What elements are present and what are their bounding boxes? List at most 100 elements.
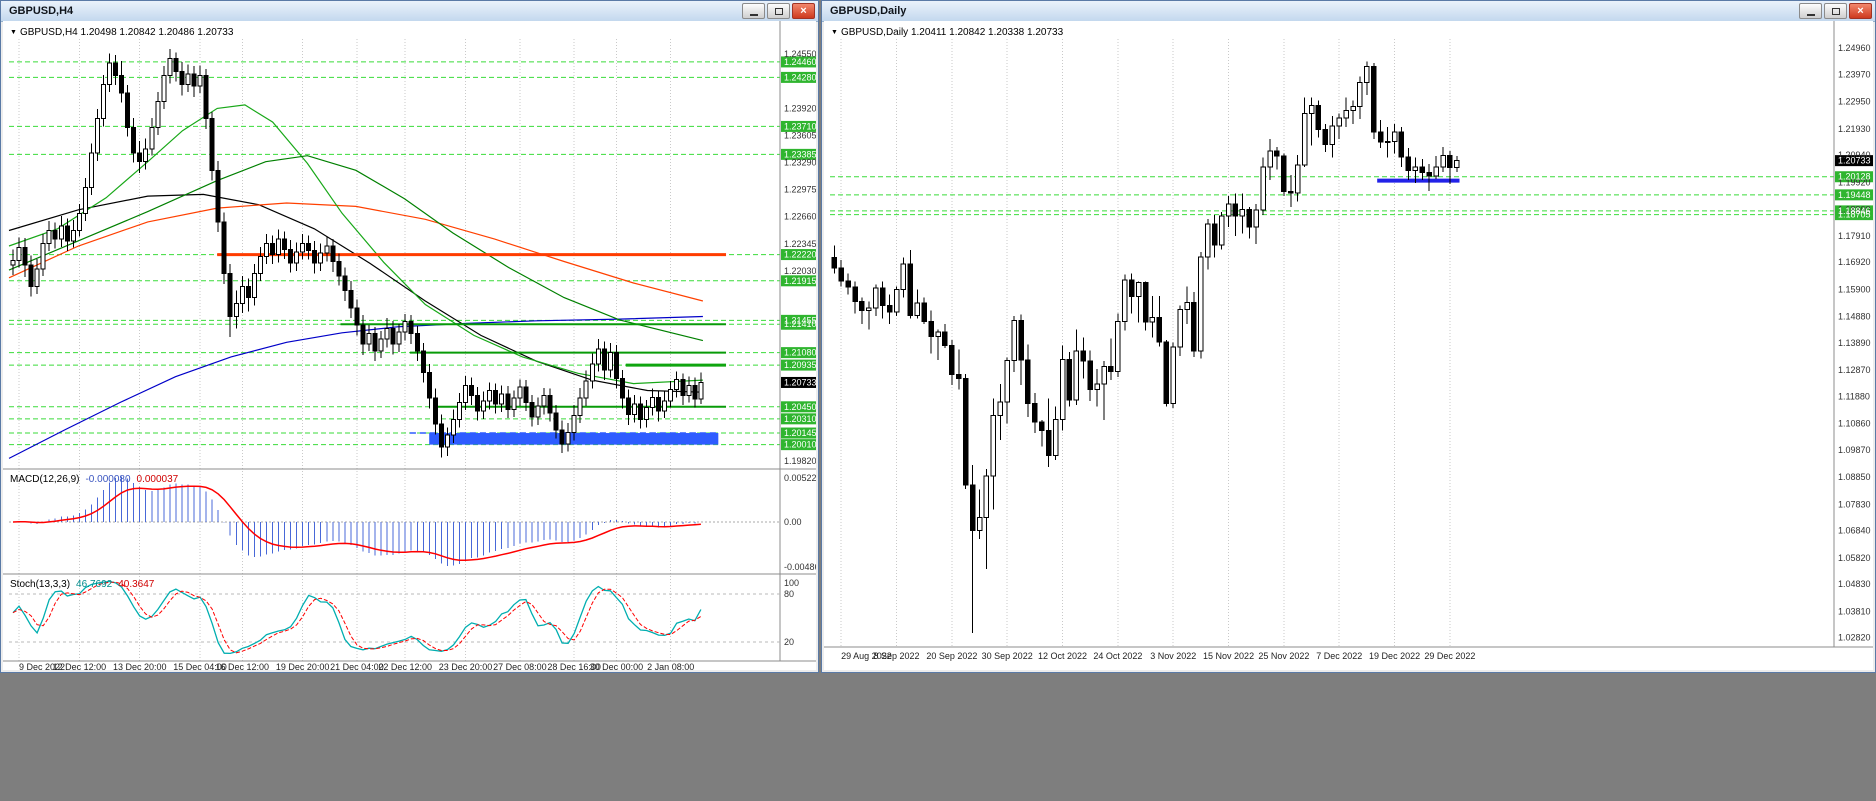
candles-series: [10, 49, 704, 458]
price-level-badge: [781, 439, 816, 451]
time-tick: 20 Sep 2022: [926, 651, 977, 661]
price-tick: 1.05820: [1838, 553, 1871, 563]
price-tick: 1.18900: [1838, 204, 1871, 214]
svg-text:1.21410: 1.21410: [784, 319, 816, 329]
window-titlebar-h4[interactable]: GBPUSD,H4 ×: [1, 1, 818, 22]
price-tick: 1.20940: [1838, 150, 1871, 160]
price-level-badge: [781, 347, 816, 359]
time-tick: 9 Dec 2022: [19, 662, 65, 670]
price-tick: 1.23290: [784, 158, 816, 168]
restore-icon: [774, 7, 783, 15]
time-tick: 27 Dec 08:00: [493, 662, 547, 670]
macd-histogram: [18, 476, 702, 566]
window-controls: ×: [1797, 3, 1872, 19]
symbol-marker-icon: ▼: [831, 29, 838, 36]
price-tick: 1.08850: [1838, 472, 1871, 482]
ma-green-slow: [8, 155, 704, 342]
time-tick: 15 Nov 2022: [1203, 651, 1254, 661]
time-tick: 30 Dec 00:00: [590, 662, 644, 670]
svg-text:1.18846: 1.18846: [1838, 206, 1871, 216]
time-tick: 19 Dec 20:00: [276, 662, 330, 670]
price-tick: 1.06840: [1838, 526, 1871, 536]
minimize-icon: [749, 13, 758, 16]
restore-button[interactable]: [1824, 3, 1847, 19]
time-tick: 21 Dec 04:00: [330, 662, 384, 670]
price-level-badge: [1835, 171, 1873, 183]
svg-text:0.005226: 0.005226: [784, 473, 816, 483]
svg-text:1.22220: 1.22220: [784, 250, 816, 260]
svg-text:1.23385: 1.23385: [784, 149, 816, 159]
restore-icon: [1831, 7, 1840, 15]
time-tick: 23 Dec 20:00: [439, 662, 493, 670]
price-level-badge: [781, 71, 816, 83]
price-level-badge: [1835, 209, 1873, 221]
svg-text:0.00: 0.00: [784, 517, 802, 527]
price-tick: 1.03810: [1838, 606, 1871, 616]
time-tick: 7 Dec 2022: [1316, 651, 1362, 661]
svg-text:1.20310: 1.20310: [784, 414, 816, 424]
price-tick: 1.16920: [1838, 257, 1871, 267]
time-tick: 22 Dec 12:00: [378, 662, 432, 670]
time-tick: 24 Oct 2022: [1093, 651, 1142, 661]
price-axis: [1835, 155, 1873, 221]
price-tick: 1.17910: [1838, 231, 1871, 241]
h4-ohlc-header: ▼ GBPUSD,H4 1.20498 1.20842 1.20486 1.207…: [10, 27, 234, 38]
h4-chart-client: 1.24550 1.23920 1.23605 1.23290 1.22975 1.226…: [3, 21, 816, 670]
daily-ohlc-header: ▼ GBPUSD,Daily 1.20411 1.20842 1.20338 1.…: [831, 27, 1064, 38]
time-tick: 30 Sep 2022: [982, 651, 1033, 661]
stoch-signal-line: [12, 581, 702, 654]
minimize-button[interactable]: [742, 3, 765, 19]
h4-chart-canvas[interactable]: 1.24550 1.23920 1.23605 1.23290 1.22975 1.226…: [3, 21, 816, 670]
price-tick: 1.22975: [784, 185, 816, 195]
price-level-badge: [781, 148, 816, 160]
price-tick: 1.19920: [1838, 177, 1871, 187]
time-tick: 12 Oct 2022: [1038, 651, 1087, 661]
price-tick: 1.22030: [784, 266, 816, 276]
price-tick: 1.11880: [1838, 391, 1870, 401]
macd-signal-value: 0.000037: [136, 474, 179, 485]
price-tick: 1.09870: [1838, 445, 1871, 455]
svg-text:-0.004868: -0.004868: [784, 562, 816, 572]
price-tick: 1.21930: [1838, 124, 1871, 134]
price-level-badge: [781, 359, 816, 371]
price-level-badge: [781, 413, 816, 425]
price-tick: 1.22345: [784, 239, 816, 249]
svg-text:20: 20: [784, 637, 794, 647]
candles-series: [831, 61, 1460, 633]
window-titlebar-daily[interactable]: GBPUSD,Daily ×: [822, 1, 1875, 22]
window-title: GBPUSD,Daily: [830, 5, 907, 17]
svg-text:1.24460: 1.24460: [784, 57, 816, 67]
price-level-badge: [781, 56, 816, 68]
price-tick: 1.24550: [784, 49, 816, 59]
svg-text:1.19448: 1.19448: [1838, 190, 1871, 200]
daily-chart-canvas[interactable]: 1.24960 1.23970 1.22950 1.21930 1.20940 1.199…: [824, 21, 1873, 670]
price-tick: 1.22950: [1838, 97, 1871, 107]
svg-text:1.20733: 1.20733: [784, 377, 816, 387]
svg-text:1.24280: 1.24280: [784, 72, 816, 82]
price-tick: 1.12870: [1838, 365, 1871, 375]
stoch-indicator-label: Stoch(13,3,3) 46.7692 40.3647: [10, 579, 155, 590]
time-tick: 19 Dec 2022: [1369, 651, 1420, 661]
time-tick: 25 Nov 2022: [1258, 651, 1309, 661]
price-tick: 1.19820: [784, 456, 816, 466]
close-button[interactable]: ×: [792, 3, 815, 19]
time-tick: 29 Aug 2022: [841, 651, 892, 661]
svg-text:1.20145: 1.20145: [784, 428, 816, 438]
minimize-button[interactable]: [1799, 3, 1822, 19]
time-tick: 15 Dec 04:00: [173, 662, 227, 670]
restore-button[interactable]: [767, 3, 790, 19]
window-controls: ×: [740, 3, 815, 19]
stoch-signal-value: 40.3647: [118, 579, 155, 590]
close-icon: ×: [1857, 5, 1864, 17]
svg-text:1.23710: 1.23710: [784, 121, 816, 131]
chart-window-h4: GBPUSD,H4 × 1.24550 1.23920 1.23605 1.23290…: [0, 0, 819, 673]
price-level-badge: [781, 427, 816, 439]
chart-window-daily: GBPUSD,Daily × 1.24960 1.23970 1.22950 1.21…: [821, 0, 1876, 673]
close-button[interactable]: ×: [1849, 3, 1872, 19]
window-title: GBPUSD,H4: [9, 5, 74, 17]
macd-signal-line: [12, 485, 701, 562]
price-level-badge: [1835, 189, 1873, 201]
price-tick: 1.23970: [1838, 69, 1871, 79]
price-tick: 1.07830: [1838, 499, 1871, 509]
